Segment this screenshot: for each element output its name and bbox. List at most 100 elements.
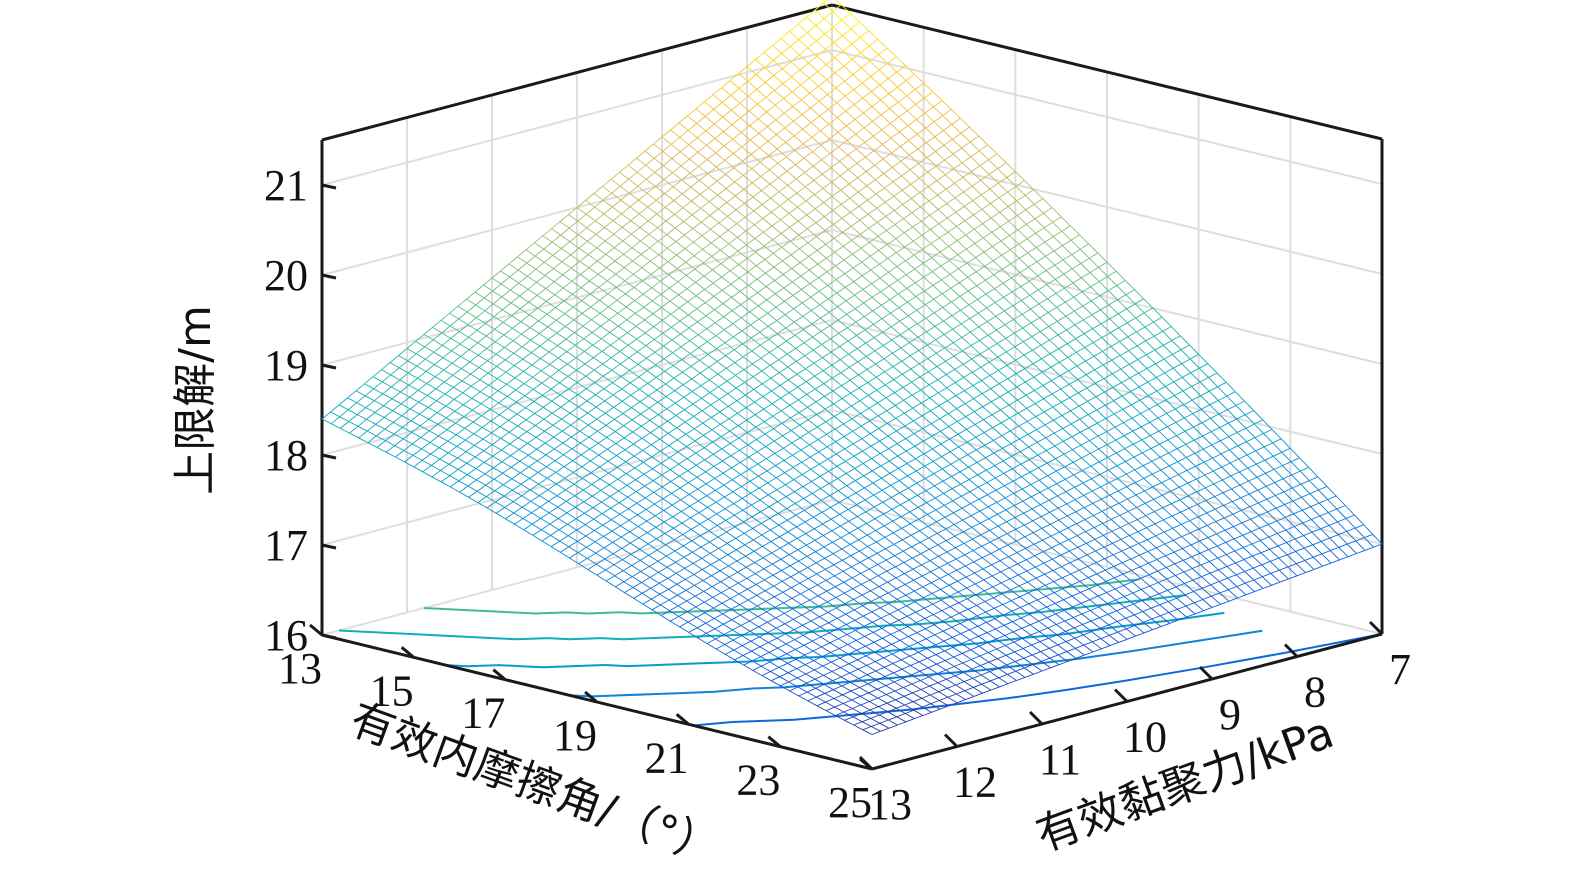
mesh-line: [971, 668, 982, 676]
mesh-line: [912, 689, 922, 694]
mesh-line: [931, 588, 941, 594]
mesh-line: [1005, 505, 1015, 511]
mesh-line: [1200, 390, 1210, 397]
mesh-line: [867, 207, 877, 215]
mesh-line: [601, 344, 611, 352]
mesh-line: [987, 642, 998, 650]
mesh-line: [581, 460, 591, 468]
mesh-line: [997, 658, 1007, 666]
mesh-line: [856, 329, 866, 336]
mesh-line: [710, 222, 720, 230]
mesh-line: [828, 306, 838, 313]
mesh-line: [967, 594, 976, 600]
mesh-line: [665, 214, 675, 222]
mesh-line: [1231, 484, 1241, 490]
mesh-line: [805, 194, 815, 202]
mesh-line: [766, 621, 777, 629]
mesh-line: [556, 495, 567, 502]
mesh-line: [1345, 514, 1355, 519]
mesh-line: [686, 282, 696, 290]
mesh-line: [433, 345, 443, 353]
mesh-line: [731, 102, 741, 111]
mesh-line: [1175, 571, 1184, 576]
mesh-line: [508, 256, 518, 265]
mesh-line: [858, 185, 868, 193]
mesh-line: [447, 440, 458, 447]
mesh-line: [330, 404, 340, 413]
mesh-line: [996, 648, 1007, 656]
mesh-line: [660, 445, 670, 452]
mesh-line: [546, 477, 557, 485]
mesh-line: [1149, 570, 1158, 576]
mesh-line: [640, 407, 650, 415]
mesh-line: [1150, 593, 1160, 598]
mesh-line: [983, 414, 993, 420]
mesh-line: [482, 427, 492, 434]
mesh-line: [876, 548, 886, 554]
mesh-line: [642, 287, 652, 295]
mesh-line: [963, 681, 974, 688]
mesh-line: [865, 150, 875, 158]
mesh-line: [798, 695, 809, 702]
mesh-line: [822, 167, 832, 175]
mesh-line: [1192, 576, 1202, 581]
mesh-line: [1311, 515, 1320, 520]
mesh-line: [783, 281, 793, 289]
mesh-line: [687, 470, 698, 478]
mesh-line: [1144, 486, 1154, 492]
mesh-line: [989, 370, 999, 376]
mesh-line: [670, 122, 680, 131]
mesh-line: [944, 660, 955, 667]
mesh-line: [1009, 563, 1018, 569]
mesh-line: [797, 381, 807, 388]
mesh-line: [698, 500, 708, 508]
mesh-line: [1054, 599, 1064, 604]
mesh-line: [860, 420, 870, 427]
mesh-line: [1074, 319, 1084, 326]
mesh-line: [1183, 556, 1192, 561]
mesh-line: [702, 575, 712, 581]
mesh-line: [1212, 453, 1222, 459]
mesh-line: [516, 407, 526, 415]
mesh-line: [784, 295, 794, 302]
mesh-line: [1081, 599, 1090, 604]
mesh-line: [1006, 346, 1016, 353]
mesh-line: [802, 486, 813, 494]
mesh-line: [1181, 520, 1190, 525]
mesh-line: [1158, 426, 1168, 432]
mesh-line: [857, 668, 868, 676]
mesh-line: [839, 653, 849, 659]
mesh-line: [838, 638, 848, 645]
mesh-line: [1028, 261, 1038, 268]
mesh-line: [454, 404, 464, 412]
mesh-line: [1243, 555, 1253, 561]
mesh-line: [1095, 378, 1105, 384]
mesh-line: [930, 700, 940, 705]
mesh-line: [427, 400, 437, 408]
mesh-line: [905, 594, 916, 603]
mesh-line: [457, 469, 468, 476]
mesh-line: [933, 115, 943, 123]
mesh-line: [871, 722, 880, 727]
mesh-line: [1066, 338, 1076, 345]
mesh-line: [899, 125, 909, 133]
mesh-line: [779, 366, 789, 373]
mesh-line: [601, 332, 611, 340]
mesh-line: [748, 456, 759, 465]
mesh-line: [847, 504, 857, 510]
mesh-line: [489, 396, 499, 404]
mesh-line: [638, 537, 649, 545]
mesh-line: [660, 287, 670, 295]
mesh-line: [861, 255, 871, 263]
mesh-line: [699, 518, 709, 525]
mesh-line: [1158, 578, 1167, 583]
mesh-line: [1107, 610, 1117, 615]
mesh-line: [780, 226, 790, 234]
mesh-line: [654, 498, 664, 505]
mesh-line: [512, 489, 522, 497]
mesh-line: [576, 369, 586, 377]
mesh-line: [494, 322, 504, 330]
mesh-line: [1097, 580, 1107, 586]
mesh-line: [591, 332, 602, 340]
mesh-line: [692, 397, 702, 405]
